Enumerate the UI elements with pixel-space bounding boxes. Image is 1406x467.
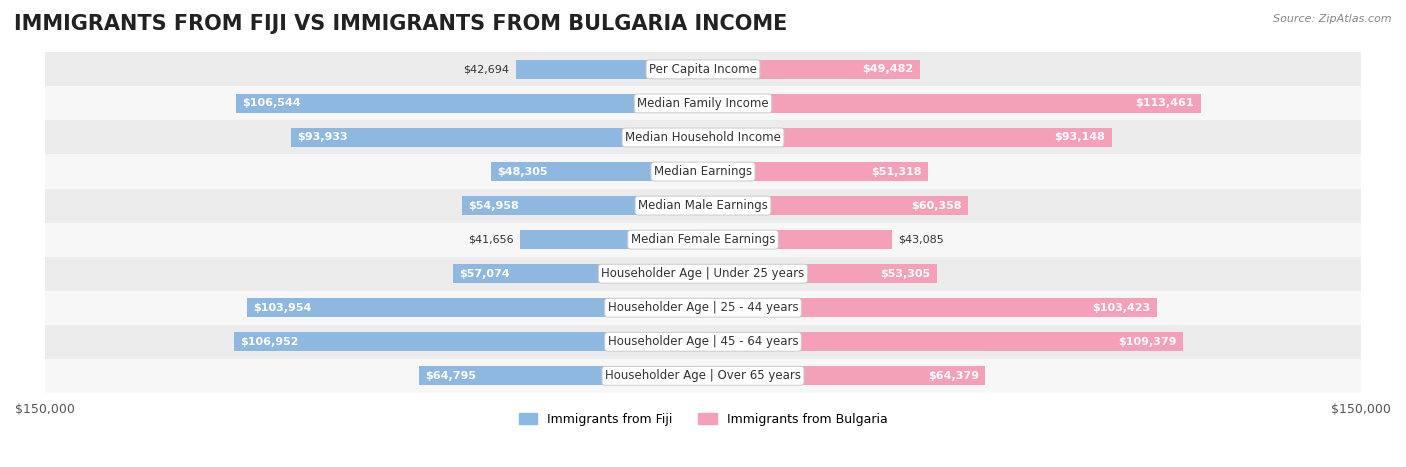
Text: $60,358: $60,358 — [911, 200, 962, 211]
Text: Median Male Earnings: Median Male Earnings — [638, 199, 768, 212]
Text: Median Female Earnings: Median Female Earnings — [631, 233, 775, 246]
Text: $48,305: $48,305 — [498, 167, 548, 177]
Text: $42,694: $42,694 — [463, 64, 509, 74]
Bar — [463, 196, 703, 215]
Text: $57,074: $57,074 — [460, 269, 510, 279]
FancyBboxPatch shape — [45, 189, 1361, 223]
Bar — [703, 128, 1112, 147]
Bar — [291, 128, 703, 147]
Bar — [520, 230, 703, 249]
Text: IMMIGRANTS FROM FIJI VS IMMIGRANTS FROM BULGARIA INCOME: IMMIGRANTS FROM FIJI VS IMMIGRANTS FROM … — [14, 14, 787, 34]
Text: $103,423: $103,423 — [1092, 303, 1150, 313]
Text: Householder Age | 45 - 64 years: Householder Age | 45 - 64 years — [607, 335, 799, 348]
Text: $49,482: $49,482 — [862, 64, 914, 74]
Text: Median Family Income: Median Family Income — [637, 97, 769, 110]
Text: Median Household Income: Median Household Income — [626, 131, 780, 144]
Bar — [233, 333, 703, 351]
Legend: Immigrants from Fiji, Immigrants from Bulgaria: Immigrants from Fiji, Immigrants from Bu… — [513, 408, 893, 431]
Text: $109,379: $109,379 — [1118, 337, 1177, 347]
Bar — [703, 196, 967, 215]
Bar — [516, 60, 703, 79]
Bar — [703, 94, 1201, 113]
FancyBboxPatch shape — [45, 257, 1361, 290]
Bar — [703, 264, 936, 283]
Text: $41,656: $41,656 — [468, 234, 513, 245]
Bar — [703, 367, 986, 385]
Text: $64,379: $64,379 — [928, 371, 979, 381]
FancyBboxPatch shape — [45, 223, 1361, 257]
Bar — [491, 162, 703, 181]
Text: Householder Age | 25 - 44 years: Householder Age | 25 - 44 years — [607, 301, 799, 314]
Text: $53,305: $53,305 — [880, 269, 931, 279]
FancyBboxPatch shape — [45, 120, 1361, 155]
FancyBboxPatch shape — [45, 359, 1361, 393]
FancyBboxPatch shape — [45, 52, 1361, 86]
Text: $113,461: $113,461 — [1136, 99, 1194, 108]
Bar — [247, 298, 703, 317]
Text: $106,544: $106,544 — [242, 99, 301, 108]
Text: $93,148: $93,148 — [1054, 133, 1105, 142]
FancyBboxPatch shape — [45, 290, 1361, 325]
Bar — [703, 333, 1182, 351]
Bar — [703, 298, 1157, 317]
Text: Source: ZipAtlas.com: Source: ZipAtlas.com — [1274, 14, 1392, 24]
Text: Per Capita Income: Per Capita Income — [650, 63, 756, 76]
Text: $106,952: $106,952 — [240, 337, 299, 347]
Text: $54,958: $54,958 — [468, 200, 519, 211]
Text: Householder Age | Under 25 years: Householder Age | Under 25 years — [602, 267, 804, 280]
Text: $64,795: $64,795 — [426, 371, 477, 381]
FancyBboxPatch shape — [45, 86, 1361, 120]
Text: $103,954: $103,954 — [253, 303, 312, 313]
FancyBboxPatch shape — [45, 155, 1361, 189]
Bar — [703, 230, 891, 249]
Bar — [236, 94, 703, 113]
Text: $93,933: $93,933 — [298, 133, 349, 142]
Bar — [703, 162, 928, 181]
Text: $51,318: $51,318 — [872, 167, 921, 177]
Bar — [453, 264, 703, 283]
FancyBboxPatch shape — [45, 325, 1361, 359]
Bar — [703, 60, 920, 79]
Text: Householder Age | Over 65 years: Householder Age | Over 65 years — [605, 369, 801, 382]
Bar — [419, 367, 703, 385]
Text: Median Earnings: Median Earnings — [654, 165, 752, 178]
Text: $43,085: $43,085 — [898, 234, 945, 245]
